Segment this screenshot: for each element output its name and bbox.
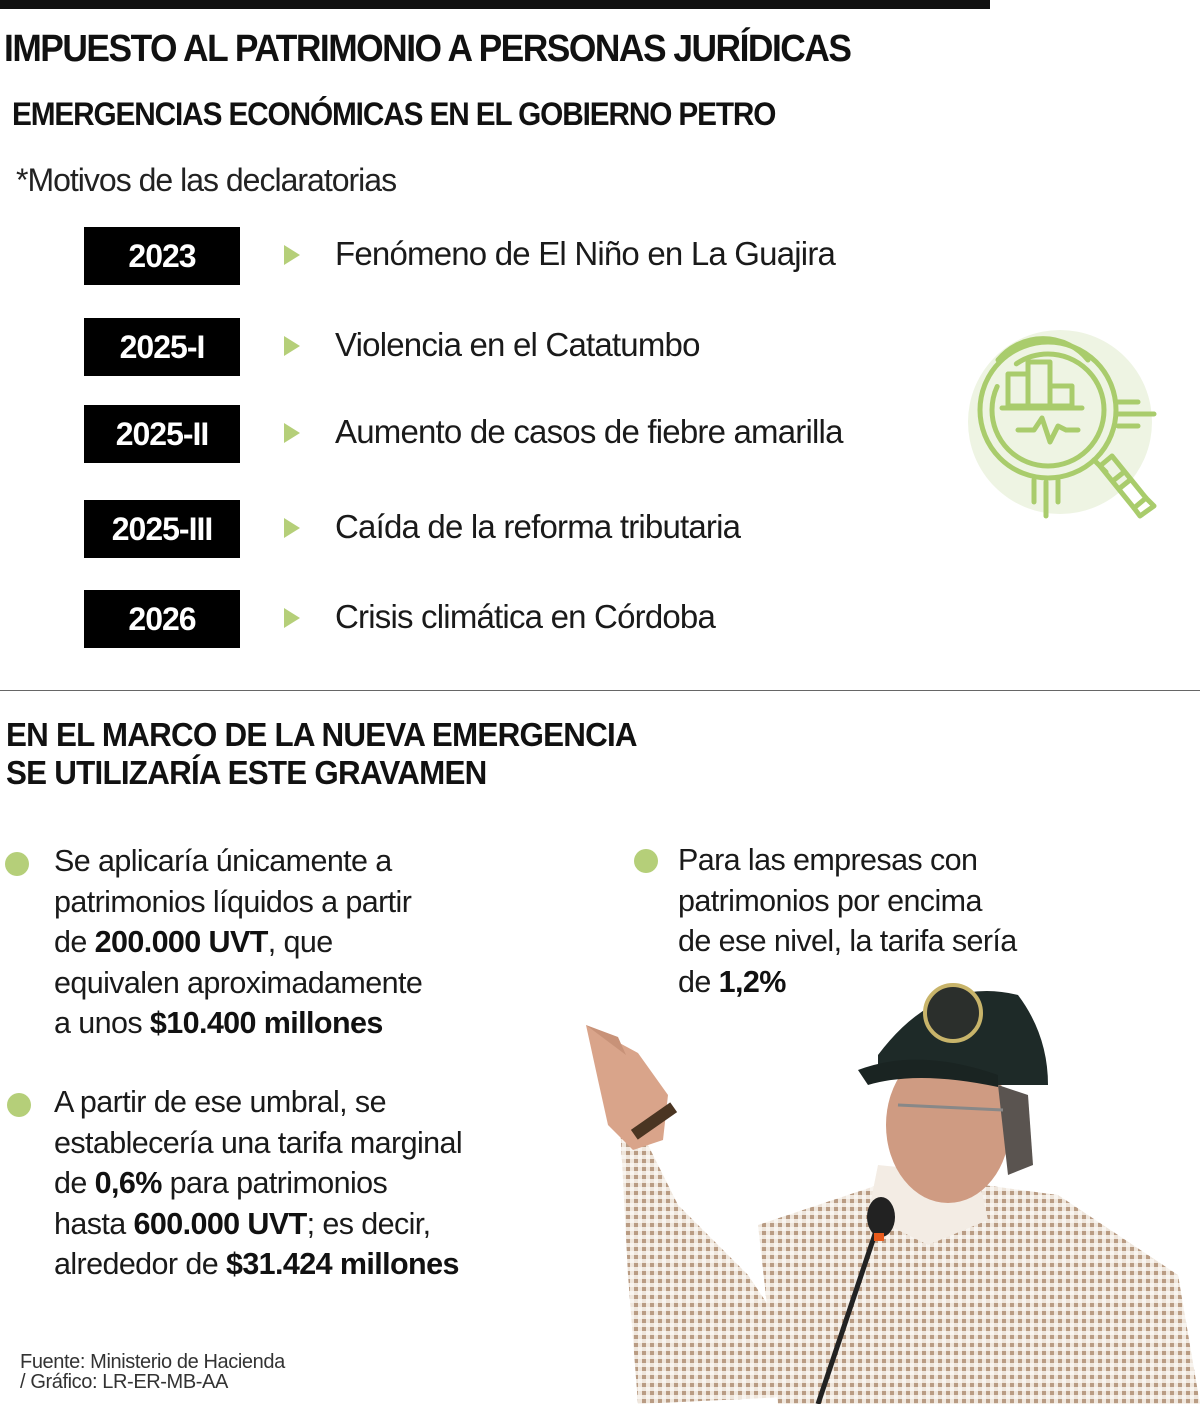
bullet-item: A partir de ese umbral, se establecería … bbox=[54, 1082, 463, 1285]
year-badge: 2025-III bbox=[84, 500, 240, 558]
page-title: IMPUESTO AL PATRIMONIO A PERSONAS JURÍDI… bbox=[4, 28, 852, 70]
bullet-item: Se aplicaría únicamente a patrimonios lí… bbox=[54, 841, 423, 1044]
circle-bullet-icon bbox=[7, 1093, 31, 1117]
circle-bullet-icon bbox=[5, 852, 29, 876]
source-credit: Fuente: Ministerio de Hacienda / Gráfico… bbox=[20, 1352, 285, 1392]
bullet-line: equivalen aproximadamente bbox=[54, 965, 423, 1000]
year-badge: 2026 bbox=[84, 590, 240, 648]
triangle-arrow-icon bbox=[284, 423, 300, 443]
reason-text: Crisis climática en Córdoba bbox=[335, 598, 716, 635]
bullet-line: establecería una tarifa marginal bbox=[54, 1125, 463, 1160]
highlight-value: $31.424 millones bbox=[225, 1247, 459, 1281]
reason-text: Aumento de casos de fiebre amarilla bbox=[335, 413, 843, 450]
reason-text: Fenómeno de El Niño en La Guajira bbox=[335, 235, 836, 272]
highlight-value: 1,2% bbox=[718, 964, 787, 999]
declaratoria-row: 2025-II Aumento de casos de fiebre amari… bbox=[84, 405, 944, 463]
triangle-arrow-icon bbox=[284, 336, 300, 356]
note-label: *Motivos de las declaratorias bbox=[16, 162, 397, 198]
highlight-value: 200.000 UVT bbox=[94, 925, 269, 959]
section2-heading: EN EL MARCO DE LA NUEVA EMERGENCIA SE UT… bbox=[6, 716, 638, 792]
year-badge: 2025-II bbox=[84, 405, 240, 463]
source-line: Fuente: Ministerio de Hacienda bbox=[20, 1351, 285, 1373]
bullet-line: de ese nivel, la tarifa sería bbox=[678, 924, 1017, 958]
triangle-arrow-icon bbox=[284, 518, 300, 538]
section-divider bbox=[0, 690, 1200, 691]
highlight-value: 0,6% bbox=[94, 1166, 163, 1200]
circle-bullet-icon bbox=[634, 849, 658, 873]
declaratoria-row: 2023 Fenómeno de El Niño en La Guajira bbox=[84, 227, 944, 285]
declaratoria-row: 2025-I Violencia en el Catatumbo bbox=[84, 318, 944, 376]
bullet-line: A partir de ese umbral, se bbox=[54, 1085, 387, 1119]
bullet-line: hasta 600.000 UVT; es decir, bbox=[54, 1206, 431, 1241]
triangle-arrow-icon bbox=[284, 245, 300, 265]
photo-petro bbox=[578, 975, 1200, 1405]
declaratoria-row: 2026 Crisis climática en Córdoba bbox=[84, 590, 944, 648]
credit-line: / Gráfico: LR-ER-MB-AA bbox=[20, 1371, 228, 1393]
heading-line: SE UTILIZARÍA ESTE GRAVAMEN bbox=[6, 754, 487, 791]
bullet-line: de 1,2% bbox=[678, 964, 787, 999]
bullet-line: patrimonios líquidos a partir bbox=[54, 884, 412, 919]
triangle-arrow-icon bbox=[284, 608, 300, 628]
bullet-line: Se aplicaría únicamente a bbox=[54, 844, 392, 878]
bullet-line: Para las empresas con bbox=[678, 843, 978, 877]
highlight-value: $10.400 millones bbox=[149, 1006, 383, 1040]
declaratoria-row: 2025-III Caída de la reforma tributaria bbox=[84, 500, 944, 558]
bullet-line: alrededor de $31.424 millones bbox=[54, 1247, 459, 1281]
magnifier-chart-icon bbox=[958, 330, 1168, 530]
top-rule bbox=[0, 0, 990, 9]
bullet-item: Para las empresas con patrimonios por en… bbox=[678, 840, 1017, 1002]
reason-text: Caída de la reforma tributaria bbox=[335, 508, 741, 545]
highlight-value: 600.000 UVT bbox=[133, 1206, 308, 1241]
year-badge: 2023 bbox=[84, 227, 240, 285]
bullet-line: de 0,6% para patrimonios bbox=[54, 1166, 388, 1200]
year-badge: 2025-I bbox=[84, 318, 240, 376]
heading-line: EN EL MARCO DE LA NUEVA EMERGENCIA bbox=[6, 716, 638, 753]
reason-text: Violencia en el Catatumbo bbox=[335, 326, 700, 363]
bullet-line: a unos $10.400 millones bbox=[54, 1006, 383, 1040]
bullet-line: patrimonios por encima bbox=[678, 883, 982, 918]
bullet-line: de 200.000 UVT, que bbox=[54, 925, 333, 959]
section-title: EMERGENCIAS ECONÓMICAS EN EL GOBIERNO PE… bbox=[12, 96, 776, 132]
